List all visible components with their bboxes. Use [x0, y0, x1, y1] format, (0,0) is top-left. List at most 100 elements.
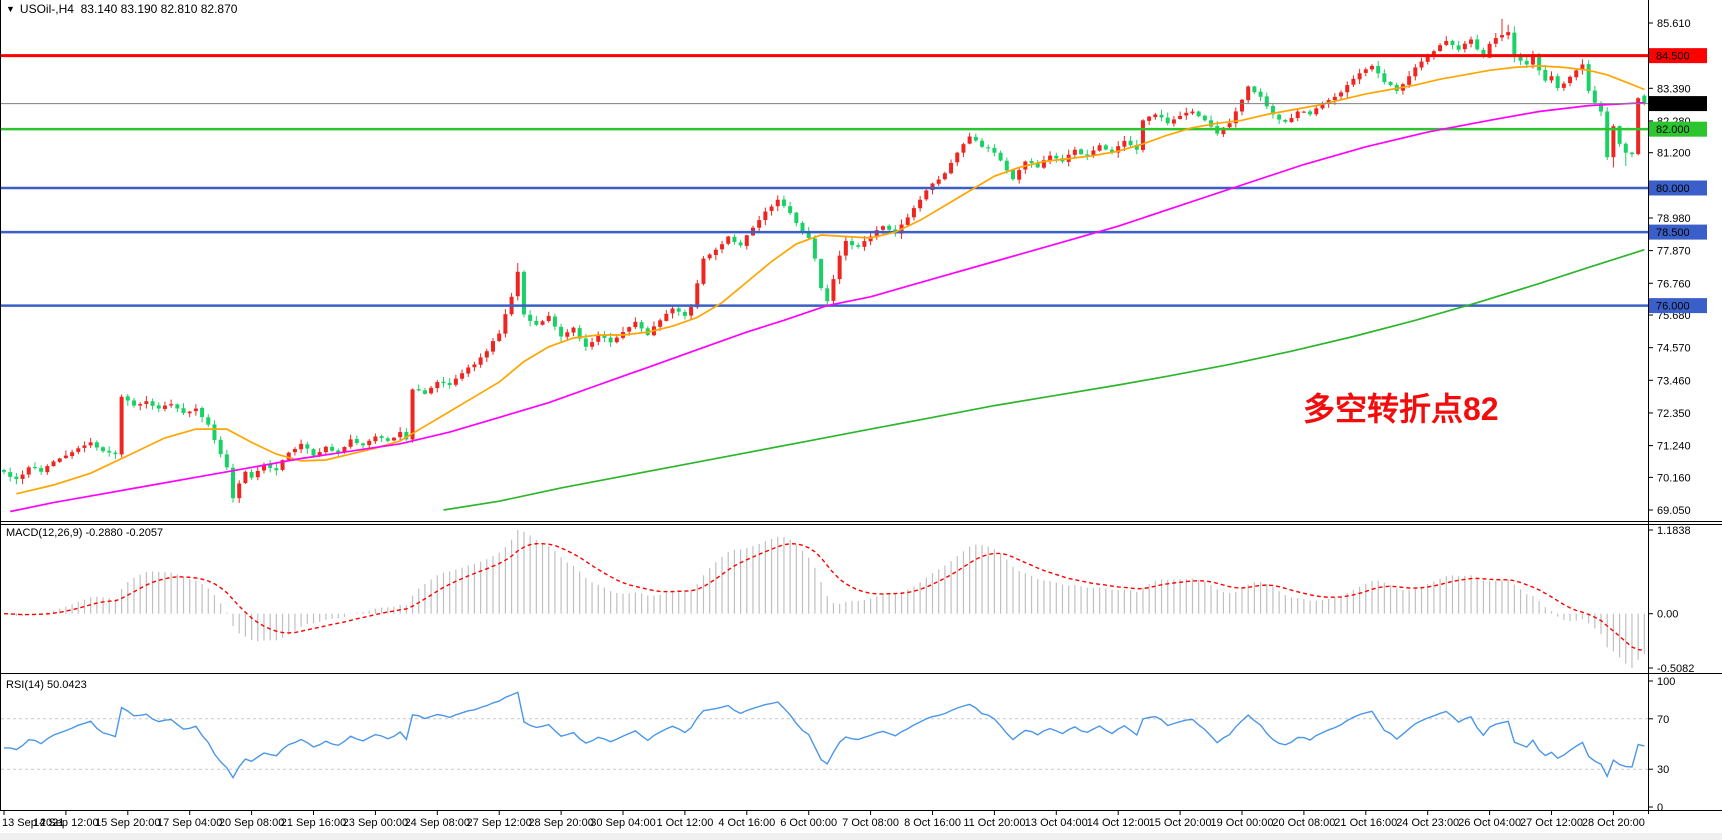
candle	[1332, 96, 1337, 101]
candle	[1611, 126, 1616, 158]
candle	[1270, 105, 1275, 115]
svg-text:82.870: 82.870	[1656, 99, 1690, 111]
candle	[639, 322, 644, 329]
symbol-dropdown-icon[interactable]: ▼	[6, 4, 15, 14]
candle	[763, 211, 768, 221]
candle	[82, 445, 87, 448]
svg-text:83.390: 83.390	[1657, 83, 1691, 95]
time-label: 11 Oct 20:00	[963, 817, 1025, 829]
time-label: 15 Sep 20:00	[95, 817, 160, 829]
time-label: 27 Sep 12:00	[466, 817, 531, 829]
time-label: 8 Oct 16:00	[904, 817, 961, 829]
candle	[1048, 155, 1053, 161]
candle	[1357, 73, 1362, 80]
candle	[447, 382, 452, 386]
candle	[1122, 140, 1127, 147]
candle	[1574, 70, 1579, 78]
rsi-pane	[1, 691, 1648, 779]
candle	[1351, 78, 1356, 85]
candle	[980, 140, 985, 147]
candle	[837, 255, 842, 280]
candle	[113, 452, 118, 455]
annotation-text[interactable]: 多空转折点82	[1303, 391, 1499, 427]
candle	[608, 337, 613, 343]
candle	[51, 461, 56, 467]
candle	[1110, 149, 1115, 153]
candle	[1530, 54, 1535, 65]
candle	[1363, 69, 1368, 73]
candle	[1295, 111, 1300, 119]
candle	[707, 254, 712, 259]
candle	[843, 240, 848, 256]
candle	[1171, 119, 1176, 124]
candle	[738, 242, 743, 246]
candle	[292, 448, 297, 453]
candle	[670, 308, 675, 314]
horizontal-lines-layer[interactable]	[1, 54, 1648, 307]
candle	[156, 405, 161, 409]
svg-text:30: 30	[1657, 764, 1669, 776]
candle	[819, 259, 824, 288]
candle	[26, 467, 31, 475]
candle	[676, 308, 681, 312]
candle	[1518, 56, 1523, 61]
time-label: 1 Oct 12:00	[656, 817, 713, 829]
svg-text:78.980: 78.980	[1657, 213, 1691, 225]
candle	[1419, 61, 1424, 68]
frame-lines	[0, 0, 1722, 814]
candle	[1153, 114, 1158, 118]
candle	[453, 378, 458, 385]
candle	[1233, 111, 1238, 124]
candle	[1413, 67, 1418, 77]
candle	[88, 442, 93, 446]
candle	[348, 439, 353, 447]
price-axis[interactable]: 85.61083.39082.28081.20078.98077.87076.7…	[1648, 18, 1707, 517]
candle	[32, 467, 37, 469]
candle	[422, 390, 427, 394]
candle	[1246, 86, 1251, 101]
candle	[757, 220, 762, 228]
candle	[466, 367, 471, 374]
ohlc-readout: 83.140 83.190 82.810 82.870	[80, 2, 238, 16]
candle	[559, 326, 564, 337]
candle	[992, 147, 997, 153]
svg-text:82.000: 82.000	[1656, 124, 1690, 136]
candle	[435, 382, 440, 389]
candle	[781, 199, 786, 206]
candle	[788, 206, 793, 213]
candle	[1605, 111, 1610, 158]
time-label: 26 Oct 04:00	[1458, 817, 1521, 829]
candle	[94, 442, 99, 448]
svg-text:85.610: 85.610	[1657, 18, 1691, 30]
candle	[515, 271, 520, 297]
candle	[1438, 45, 1443, 51]
candle	[1010, 169, 1015, 180]
candle	[924, 190, 929, 200]
candle	[181, 408, 186, 413]
candle	[1543, 69, 1548, 81]
candle	[744, 235, 749, 246]
time-label: 28 Oct 20:00	[1582, 817, 1645, 829]
candle	[1450, 40, 1455, 45]
svg-text:0: 0	[1657, 802, 1663, 814]
candle	[689, 307, 694, 316]
candle	[1128, 140, 1133, 146]
candle	[169, 404, 174, 406]
candle	[850, 241, 855, 246]
candle	[367, 440, 372, 446]
time-label: 20 Sep 08:00	[219, 817, 284, 829]
candle	[1091, 150, 1096, 156]
candle	[57, 458, 62, 462]
candle	[942, 173, 947, 180]
svg-text:69.050: 69.050	[1657, 505, 1691, 517]
candle	[1481, 49, 1486, 58]
candle	[1072, 149, 1077, 155]
candle	[138, 404, 143, 406]
svg-text:-0.5082: -0.5082	[1657, 663, 1694, 675]
candle	[391, 437, 396, 441]
candle	[577, 328, 582, 339]
candle	[255, 470, 260, 478]
candle	[986, 147, 991, 149]
